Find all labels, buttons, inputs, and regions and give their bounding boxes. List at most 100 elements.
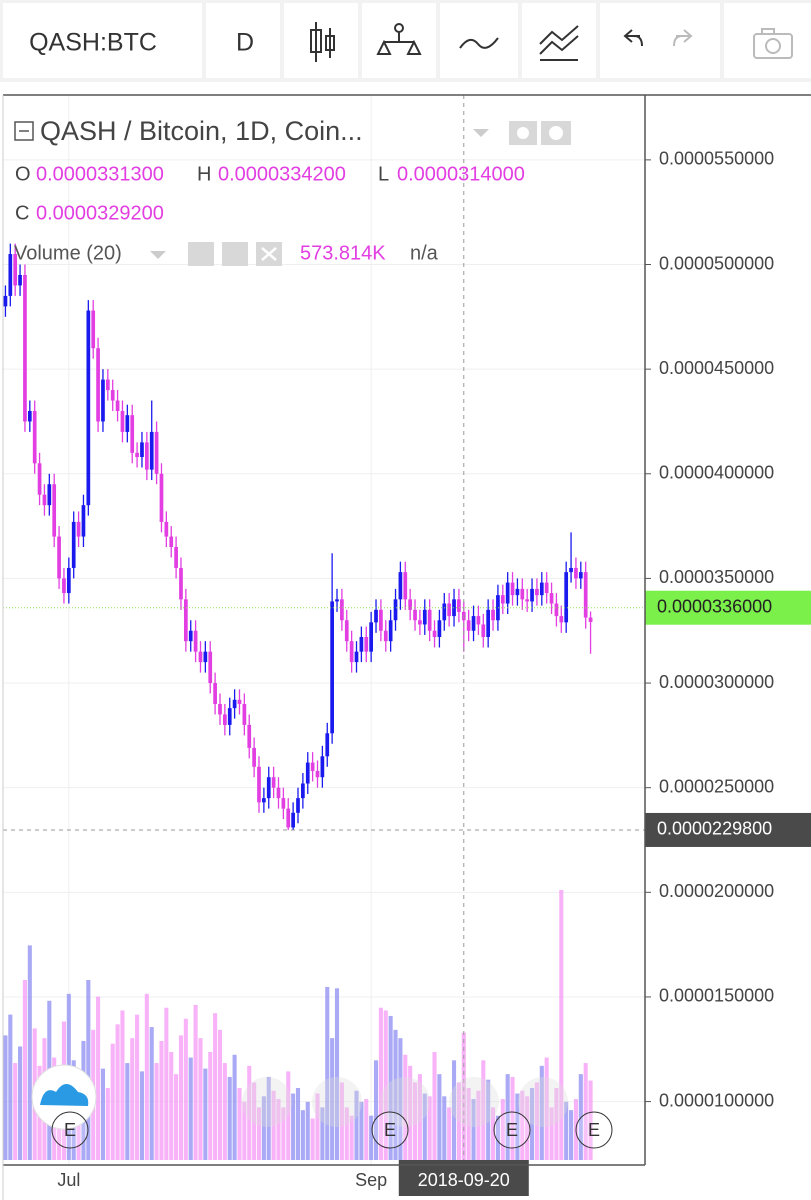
candle-body [539,582,544,596]
templates-button[interactable] [522,3,596,78]
candle-body [47,484,52,506]
settings-icon-gear [549,126,563,140]
volume-bar [495,1115,500,1160]
event-label: E [588,1120,600,1140]
candle-body [330,601,334,734]
volume-bar [330,1038,335,1160]
candles [3,243,593,830]
legend-value: 0.0000334200 [218,163,346,185]
candle-body [457,599,461,612]
close-icon-x [261,247,277,261]
volume-bar [227,1076,232,1160]
volume-bar [115,1024,120,1160]
candle-body [3,295,8,307]
volume-bar [456,1082,461,1160]
tv-logo-cloud [40,1084,89,1106]
candle-body [544,582,549,594]
volume-bar [515,1093,520,1160]
candle-body [535,588,539,596]
settings-icon[interactable] [222,242,248,266]
volume-bar [466,1088,471,1160]
candle-body [398,572,403,600]
zoom-out[interactable] [312,1077,362,1127]
interval-button[interactable] [206,3,280,78]
volume-bar [481,1060,486,1160]
event-marker[interactable] [371,1111,409,1149]
dropdown-arrow[interactable] [473,129,489,137]
volume-bar [305,1101,310,1160]
candle-body [115,400,120,411]
indicators-button[interactable] [440,3,518,78]
volume-bar [13,1063,18,1160]
last-price-box [645,590,811,625]
candle-body [208,651,213,684]
volume-bar [398,1038,403,1160]
candle-body [213,683,217,704]
volume-bar [583,1063,588,1160]
volume-bar [408,1065,413,1160]
volume-bar [476,1090,481,1160]
crosshair-price-label: 0.0000229800 [657,819,772,839]
volume-bar [164,1007,169,1160]
volume-bar [271,1090,276,1160]
candle-body [364,637,369,652]
volume-bar [422,1093,427,1160]
volume-bar [525,1096,530,1160]
candle-body [588,617,593,622]
volume-bar [159,1040,164,1160]
reset[interactable] [380,1077,430,1127]
event-marker[interactable] [575,1111,613,1149]
candle-body [198,651,203,663]
volume-bar [27,945,32,1160]
volume-bar [505,1074,510,1160]
candle-body [227,708,232,725]
volume-bar [334,988,340,1160]
volume-bar [139,1071,145,1160]
candle-body [418,620,422,625]
volume-bar [490,1107,496,1160]
y-tick-label: 0.0000500000 [659,253,774,273]
volume-bar [564,1101,569,1160]
dropdown-arrow[interactable] [150,251,166,259]
volume-bar [442,1096,447,1160]
candle-body [510,582,515,596]
undo-redo[interactable] [600,3,720,78]
candle-body [232,699,237,709]
candle-body [564,572,569,623]
scroll-right[interactable] [518,1077,568,1127]
event-marker[interactable] [493,1111,531,1149]
symbol-button[interactable] [3,3,202,78]
volume-bar [203,1068,208,1160]
scroll-left[interactable] [242,1077,292,1127]
volume-bar [373,1060,379,1160]
candle-body [203,651,208,663]
volume-bar [378,1007,383,1160]
candle-body [301,783,305,799]
collapse-icon[interactable] [14,121,34,141]
legend-value: 0.0000331300 [36,163,164,185]
y-tick-label: 0.0000100000 [659,1090,774,1110]
y-tick-label: 0.0000550000 [659,149,774,169]
volume-bar [174,1074,179,1160]
candle-body [286,808,291,828]
eye-icon[interactable] [188,242,214,266]
candle-body [183,599,188,642]
candle-body [369,622,373,652]
y-tick-label: 0.0000400000 [659,463,774,483]
candle-body [13,254,18,286]
volume-bar [300,1110,305,1160]
volume-bar [169,1052,174,1160]
eye-icon-pupil [517,127,529,139]
volume-bar [183,1018,188,1160]
volume-bar [315,1093,320,1160]
event-label: E [384,1120,396,1140]
candle-body [320,756,325,778]
event-label: E [506,1120,518,1140]
volume-bar [281,1107,286,1160]
volume-extra: n/a [410,242,439,264]
symbol: QASH:BTC [29,29,157,57]
zoom-in[interactable] [449,1077,499,1127]
event-marker[interactable] [51,1111,89,1149]
volume-bar [261,1096,266,1160]
candle-body [144,442,149,470]
